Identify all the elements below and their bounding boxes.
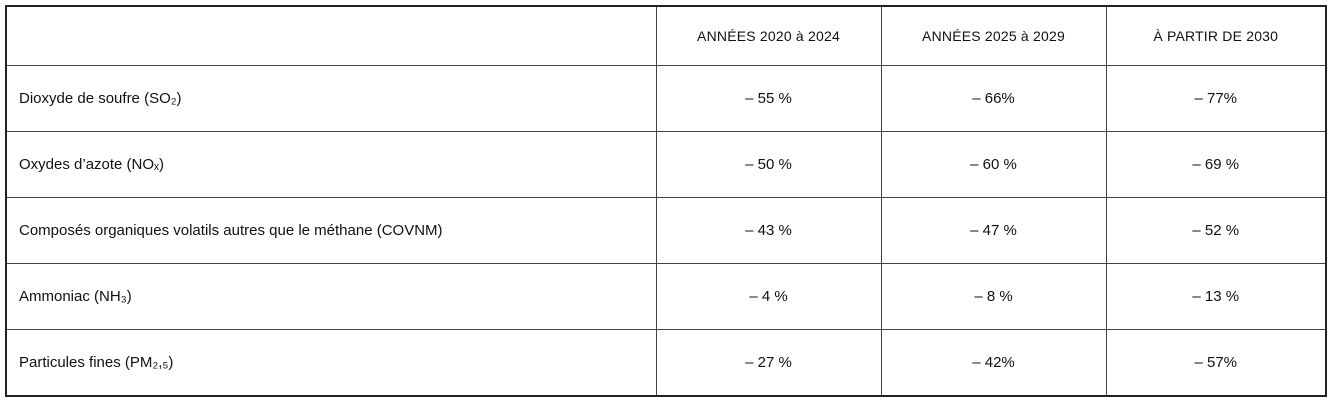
reduction-cell: – 52 % (1105, 196, 1327, 264)
reduction-cell: – 43 % (655, 196, 882, 264)
table-row: Ammoniac (NH₃) – 4 % – 8 % – 13 % (5, 262, 1327, 330)
reduction-cell: – 8 % (880, 262, 1107, 330)
table-row: Composés organiques volatils autres que … (5, 196, 1327, 264)
table-row: Oxydes d’azote (NOₓ) – 50 % – 60 % – 69 % (5, 130, 1327, 198)
reduction-cell: – 50 % (655, 130, 882, 198)
row-label: Oxydes d’azote (NOₓ) (5, 130, 657, 198)
table-body: Dioxyde de soufre (SO₂) – 55 % – 66% – 77% O… (5, 65, 1327, 397)
table-row: Particules fines (PM₂,₅) – 27 % – 42% – 57% (5, 328, 1327, 397)
reduction-cell: – 66% (880, 65, 1107, 132)
reduction-cell: – 55 % (655, 65, 882, 132)
header-cell: À PARTIR DE 2030 (1105, 5, 1327, 66)
row-label: Ammoniac (NH₃) (5, 262, 657, 330)
header-empty (5, 5, 657, 66)
reduction-cell: – 27 % (655, 328, 882, 397)
reduction-cell: – 69 % (1105, 130, 1327, 198)
row-label: Particules fines (PM₂,₅) (5, 328, 657, 397)
header-row: ANNÉES 2020 à 2024 ANNÉES 2025 à 2029 À … (5, 5, 1327, 66)
emissions-table: ANNÉES 2020 à 2024 ANNÉES 2025 à 2029 À … (5, 5, 1327, 397)
reduction-cell: – 57% (1105, 328, 1327, 397)
header-cell: ANNÉES 2025 à 2029 (880, 5, 1107, 66)
reduction-cell: – 13 % (1105, 262, 1327, 330)
reduction-cell: – 60 % (880, 130, 1107, 198)
reduction-cell: – 77% (1105, 65, 1327, 132)
header-cell: ANNÉES 2020 à 2024 (655, 5, 882, 66)
reduction-cell: – 42% (880, 328, 1107, 397)
row-label: Composés organiques volatils autres que … (5, 196, 657, 264)
table-row: Dioxyde de soufre (SO₂) – 55 % – 66% – 77% (5, 65, 1327, 132)
reduction-cell: – 4 % (655, 262, 882, 330)
row-label: Dioxyde de soufre (SO₂) (5, 65, 657, 132)
reduction-cell: – 47 % (880, 196, 1107, 264)
